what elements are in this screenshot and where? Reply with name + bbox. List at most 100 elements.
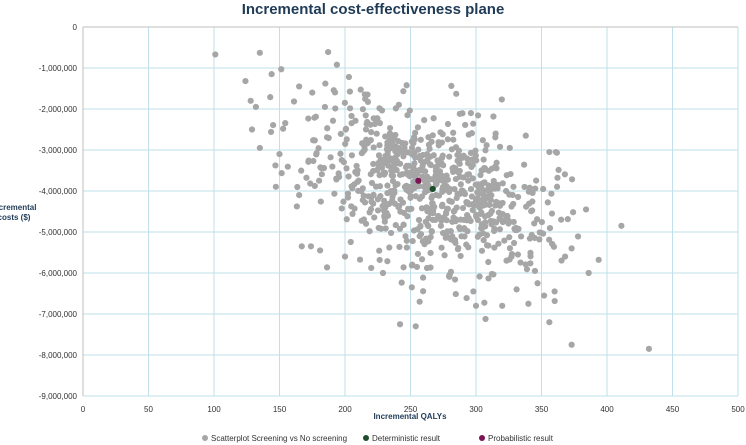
scatter-point <box>474 233 481 240</box>
scatter-point <box>461 216 468 224</box>
scatter-point <box>367 206 375 213</box>
scatter-point <box>482 315 489 323</box>
x-axis-ticks: 0 50 100 150 200 250 300 350 400 450 500 <box>81 405 745 414</box>
scatter-point <box>408 138 415 145</box>
scatter-point <box>386 200 393 207</box>
scatter-point <box>503 172 510 179</box>
y-tick-label: -3,000,000 <box>39 146 78 155</box>
scatter-point <box>529 207 536 214</box>
scatter-point <box>392 148 399 155</box>
scatter-point <box>410 166 417 173</box>
x-tick-label: 500 <box>731 405 745 414</box>
scatter-point <box>465 244 472 251</box>
scatter-point <box>457 252 464 260</box>
scatter-point <box>526 235 533 242</box>
scatter-point <box>374 166 381 173</box>
scatter-point <box>400 88 407 95</box>
scatter-point <box>467 149 475 157</box>
scatter-point <box>412 323 419 330</box>
scatter-point <box>429 193 436 200</box>
scatter-point <box>561 171 569 178</box>
scatter-point <box>345 73 353 81</box>
scatter-point <box>421 116 428 124</box>
scatter-point <box>432 216 439 223</box>
y-tick-label: -1,000,000 <box>39 64 78 73</box>
scatter-point <box>317 164 324 171</box>
scatter-point <box>343 216 350 223</box>
scatter-point <box>444 120 452 128</box>
scatter-point <box>485 167 492 174</box>
scatter-point <box>469 156 476 163</box>
scatter-point <box>318 171 325 178</box>
x-tick-label: 400 <box>600 405 614 414</box>
scatter-point <box>472 302 480 309</box>
scatter-point <box>342 126 349 133</box>
scatter-point <box>564 216 571 223</box>
scatter-point <box>456 159 463 166</box>
x-tick-label: 300 <box>469 405 483 414</box>
scatter-point <box>499 180 506 187</box>
scatter-point <box>349 210 356 218</box>
scatter-point <box>481 197 488 204</box>
scatter-point <box>307 243 315 250</box>
scatter-point <box>386 135 393 142</box>
scatter-point <box>353 162 360 170</box>
scatter-point <box>372 183 380 190</box>
scatter-point <box>469 201 476 208</box>
scatter-point <box>409 237 416 245</box>
scatter-point <box>396 243 403 251</box>
scatter-point <box>381 204 388 211</box>
y-axis-ticks: 0 -1,000,000 -2,000,000 -3,000,000 -4,000,00… <box>39 23 78 401</box>
scatter-point <box>276 151 283 158</box>
scatter-point <box>322 80 329 87</box>
scatter-point <box>454 246 462 253</box>
scatter-point <box>460 174 467 181</box>
scatter-point <box>311 182 318 190</box>
scatter-point <box>329 163 336 170</box>
scatter-point <box>331 89 339 96</box>
scatter-point <box>400 221 407 228</box>
scatter-point <box>488 270 495 278</box>
scatter-point <box>551 297 558 305</box>
scatter-point <box>513 286 520 293</box>
scatter-point <box>247 97 254 104</box>
scatter-point <box>282 120 289 127</box>
scatter-point <box>428 138 435 145</box>
scatter-point <box>294 183 301 191</box>
scatter-point <box>481 165 488 172</box>
scatter-point <box>371 214 378 221</box>
scatter-point <box>419 274 427 281</box>
scatter-point <box>415 216 423 224</box>
scatter-point <box>417 136 424 143</box>
scatter-point <box>548 210 556 217</box>
scatter-point <box>474 189 481 196</box>
scatter-point <box>317 247 324 254</box>
scatter-point <box>414 124 422 131</box>
scatter-point <box>499 302 506 309</box>
scatter-point <box>513 227 521 234</box>
scatter-point <box>242 78 249 85</box>
scatter-point <box>386 130 394 137</box>
scatter-point <box>338 205 345 212</box>
scatter-point <box>467 217 474 225</box>
scatter-point <box>382 225 389 232</box>
scatter-point <box>568 176 576 183</box>
scatter-point <box>438 203 446 210</box>
scatter-point <box>427 234 434 241</box>
scatter-point <box>546 319 553 326</box>
scatter-point <box>510 218 517 226</box>
scatter-point <box>514 193 522 201</box>
scatter-point <box>305 115 312 122</box>
scatter-point <box>469 175 476 182</box>
scatter-point <box>525 200 533 207</box>
x-tick-label: 350 <box>535 405 549 414</box>
scatter-point <box>422 168 429 175</box>
scatter-point <box>347 238 354 246</box>
scatter-point <box>368 179 376 187</box>
scatter-point <box>361 143 368 150</box>
y-tick-label: -2,000,000 <box>39 105 78 114</box>
scatter-point <box>485 182 492 189</box>
scatter-point <box>480 237 487 244</box>
scatter-point <box>418 205 426 212</box>
scatter-point <box>363 120 370 128</box>
